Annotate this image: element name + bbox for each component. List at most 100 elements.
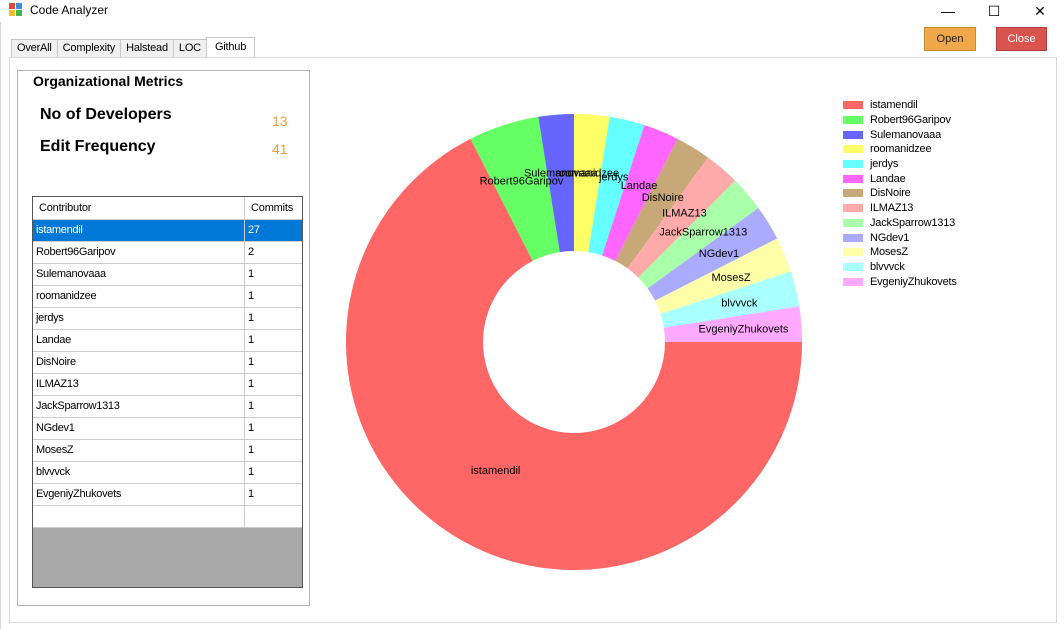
contributor-cell[interactable]: jerdys [33, 307, 246, 330]
contributors-grid[interactable]: Contributor Commits istamendil 27 Robert96… [32, 196, 303, 588]
chart-labels: istamendil Robert96GaripovSulemanovaaaroo… [471, 168, 789, 477]
legend-item: JackSparrow1313 [843, 216, 957, 231]
contributor-cell[interactable]: EvgeniyZhukovets [33, 483, 246, 506]
close-window-button[interactable]: ✕ [1034, 2, 1046, 19]
commits-cell[interactable]: 27 [244, 219, 302, 242]
column-header-commits[interactable]: Commits [244, 197, 302, 220]
legend-item: DisNoire [843, 186, 957, 201]
slice-label: JackSparrow1313 [659, 227, 747, 239]
commits-cell[interactable]: 1 [244, 307, 302, 330]
legend-label: istamendil [870, 99, 918, 112]
legend-item: MosesZ [843, 245, 957, 260]
commits-cell[interactable]: 1 [244, 461, 302, 484]
donut-slice [602, 125, 678, 261]
contributor-cell[interactable]: roomanidzee [33, 285, 246, 308]
slice-label: blvvvck [721, 297, 758, 309]
window-title: Code Analyzer [30, 3, 109, 17]
contributor-cell[interactable]: MosesZ [33, 439, 246, 462]
slice-label: ILMAZ13 [662, 208, 707, 220]
developers-label: No of Developers [40, 106, 172, 123]
legend-swatch [843, 218, 863, 227]
edit-frequency-value: 41 [272, 141, 288, 157]
legend-swatch [843, 101, 863, 110]
donut-slice [627, 157, 736, 278]
commits-cell[interactable]: 1 [244, 395, 302, 418]
legend-label: blvvvck [870, 260, 905, 273]
contributor-cell[interactable]: Sulemanovaaa [33, 263, 246, 286]
app-icon [9, 3, 22, 16]
contributor-cell[interactable]: ILMAZ13 [33, 373, 246, 396]
table-row[interactable]: JackSparrow1313 1 [33, 395, 302, 418]
legend-label: NGdev1 [870, 231, 910, 244]
commits-cell[interactable]: 1 [244, 263, 302, 286]
maximize-button[interactable]: ☐ [987, 2, 1001, 19]
table-row[interactable]: MosesZ 1 [33, 439, 302, 462]
donut-slice [660, 271, 800, 328]
contributor-cell[interactable]: JackSparrow1313 [33, 395, 246, 418]
donut-slice [538, 114, 574, 253]
commits-cell[interactable]: 1 [244, 417, 302, 440]
tab-github[interactable]: Github [205, 37, 256, 58]
table-row[interactable]: Robert96Garipov 2 [33, 241, 302, 264]
donut-slice [638, 180, 759, 289]
table-row[interactable]: ILMAZ13 1 [33, 373, 302, 396]
contributor-cell[interactable]: blvvvck [33, 461, 246, 484]
legend-swatch [843, 189, 863, 198]
contributor-cell[interactable]: DisNoire [33, 351, 246, 374]
new-row-cell[interactable] [244, 505, 302, 528]
legend-label: MosesZ [870, 246, 908, 259]
commits-cell[interactable]: 1 [244, 483, 302, 506]
donut-slice [588, 116, 645, 256]
grid-header-row: Contributor Commits [33, 197, 302, 220]
commits-cell[interactable]: 1 [244, 329, 302, 352]
commits-cell[interactable]: 2 [244, 241, 302, 264]
legend-item: istamendil [843, 98, 957, 113]
table-row[interactable]: DisNoire 1 [33, 351, 302, 374]
legend-label: roomanidzee [870, 143, 932, 156]
donut-slice [345, 138, 802, 571]
table-row[interactable]: roomanidzee 1 [33, 285, 302, 308]
legend-item: Sulemanovaaa [843, 127, 957, 142]
new-row[interactable] [33, 505, 302, 528]
new-row-cell[interactable] [33, 505, 246, 528]
table-row[interactable]: NGdev1 1 [33, 417, 302, 440]
tab-complexity[interactable]: Complexity [56, 39, 122, 57]
slice-label: DisNoire [642, 192, 684, 204]
legend-item: ILMAZ13 [843, 201, 957, 216]
contributors-table: Contributor Commits istamendil 27 Robert96… [33, 197, 302, 528]
table-row[interactable]: Sulemanovaaa 1 [33, 263, 302, 286]
title-bar: Code Analyzer — ☐ ✕ [0, 0, 1064, 22]
legend-swatch [843, 145, 863, 154]
commits-cell[interactable]: 1 [244, 285, 302, 308]
legend-swatch [843, 116, 863, 125]
legend-label: DisNoire [870, 187, 911, 200]
slice-label: Robert96Garipov [480, 175, 564, 187]
column-header-contributor[interactable]: Contributor [33, 197, 246, 220]
organizational-metrics-group: Organizational Metrics No of Developers … [17, 70, 310, 606]
donut-slice [470, 116, 560, 261]
table-row[interactable]: istamendil 27 [33, 219, 302, 242]
legend-swatch [843, 160, 863, 169]
legend-item: Landae [843, 171, 957, 186]
tab-halstead[interactable]: Halstead [120, 39, 174, 57]
tab-strip: OverAll Complexity Halstead LOC Github [11, 37, 256, 58]
contributor-cell[interactable]: Landae [33, 329, 246, 352]
contributor-cell[interactable]: Robert96Garipov [33, 241, 246, 264]
commits-cell[interactable]: 1 [244, 351, 302, 374]
legend-item: blvvvck [843, 260, 957, 275]
table-row[interactable]: Landae 1 [33, 329, 302, 352]
open-button[interactable]: Open [924, 27, 976, 51]
commits-cell[interactable]: 1 [244, 439, 302, 462]
slice-label: jerdys [598, 172, 629, 184]
table-row[interactable]: jerdys 1 [33, 307, 302, 330]
table-row[interactable]: EvgeniyZhukovets 1 [33, 483, 302, 506]
table-row[interactable]: blvvvck 1 [33, 461, 302, 484]
minimize-button[interactable]: — [941, 3, 955, 19]
contributor-cell[interactable]: NGdev1 [33, 417, 246, 440]
slice-label: Sulemanovaaa [524, 168, 598, 180]
tab-loc[interactable]: LOC [172, 39, 207, 57]
commits-cell[interactable]: 1 [244, 373, 302, 396]
contributor-cell[interactable]: istamendil [33, 219, 246, 242]
chart-legend: istamendil Robert96Garipov Sulemanovaaa roo… [843, 98, 957, 289]
close-button[interactable]: Close [996, 27, 1047, 51]
